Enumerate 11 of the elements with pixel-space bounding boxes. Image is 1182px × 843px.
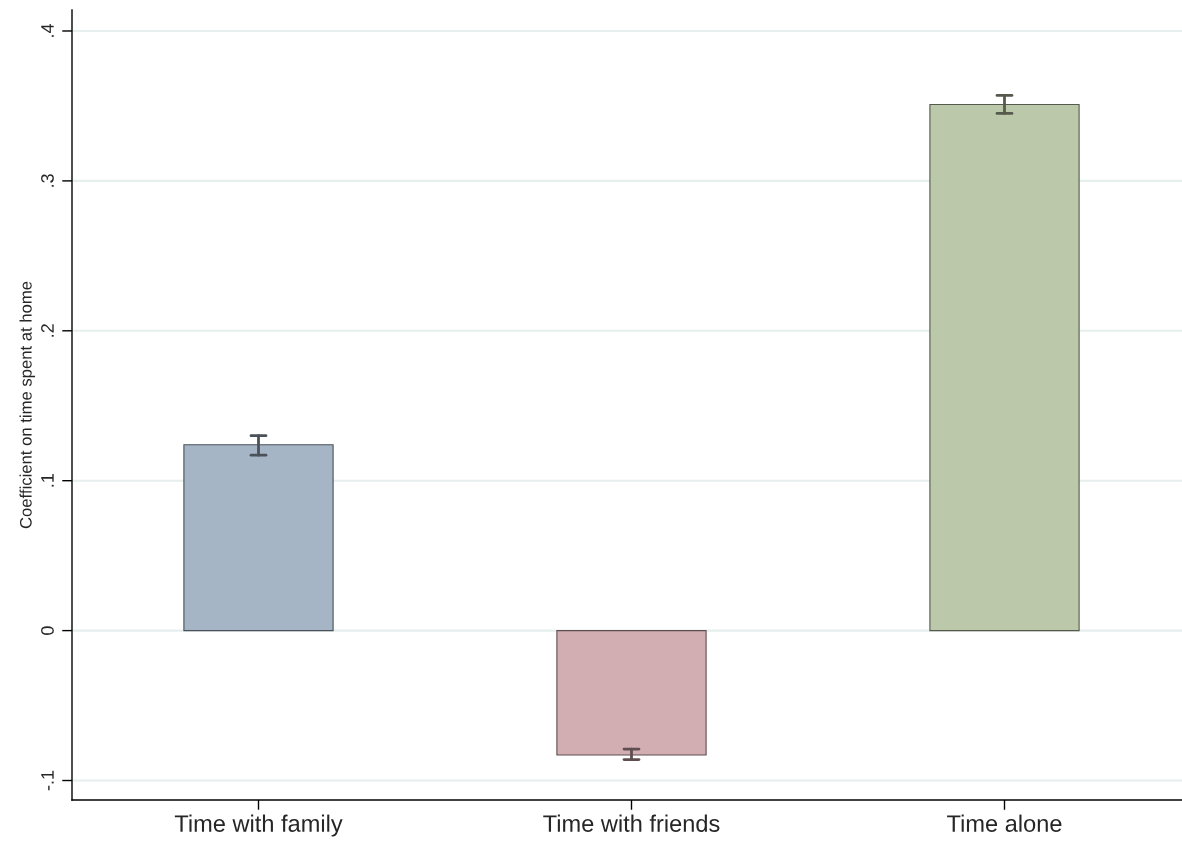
y-tick-label: .2 (41, 324, 54, 337)
y-tick-label: .4 (41, 23, 54, 37)
y-axis-title: Coefficient on time spent at home (19, 281, 36, 529)
bar (556, 630, 707, 756)
y-tick-label: .3 (41, 174, 54, 187)
y-tick-label: 0 (41, 626, 54, 635)
y-tick-label: -.1 (41, 770, 54, 791)
y-tick-label: .1 (41, 474, 54, 487)
x-tick-label: Time alone (947, 814, 1062, 832)
x-tick-label: Time with family (174, 814, 343, 837)
x-tick-label: Time with friends (543, 814, 720, 832)
